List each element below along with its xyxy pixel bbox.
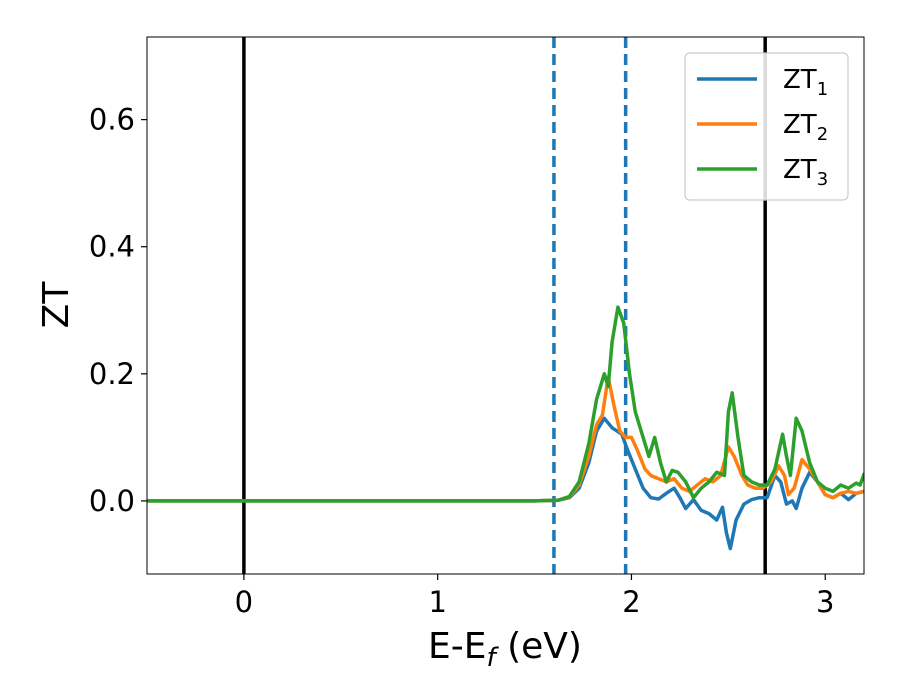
series-lines bbox=[147, 305, 864, 551]
series-line-1 bbox=[147, 416, 864, 551]
plot-frame bbox=[146, 36, 865, 575]
series-line-2 bbox=[147, 375, 864, 503]
series-line-3 bbox=[147, 305, 864, 503]
legend-label-3: ZT3 bbox=[783, 155, 828, 190]
y-tick-label: 0.2 bbox=[89, 357, 135, 391]
x-tick-label: 1 bbox=[428, 585, 446, 619]
y-axis-label: ZT bbox=[36, 281, 77, 329]
y-axis-ticks: 0.0 0.2 0.4 0.6 bbox=[89, 103, 147, 518]
x-axis-label: E-Ef (eV) bbox=[428, 626, 582, 673]
x-tick-label: 0 bbox=[235, 585, 253, 619]
x-tick-label: 3 bbox=[816, 585, 834, 619]
x-axis-ticks: 0 1 2 3 bbox=[235, 574, 834, 619]
y-tick-label: 0.4 bbox=[89, 230, 135, 264]
legend-label-2: ZT2 bbox=[783, 110, 828, 145]
legend: ZT1 ZT2 ZT3 bbox=[684, 52, 849, 201]
legend-label-1: ZT1 bbox=[783, 65, 828, 100]
x-tick-label: 2 bbox=[622, 585, 640, 619]
y-tick-label: 0.6 bbox=[89, 103, 135, 137]
y-tick-label: 0.0 bbox=[89, 484, 135, 518]
legend-box bbox=[684, 52, 849, 201]
